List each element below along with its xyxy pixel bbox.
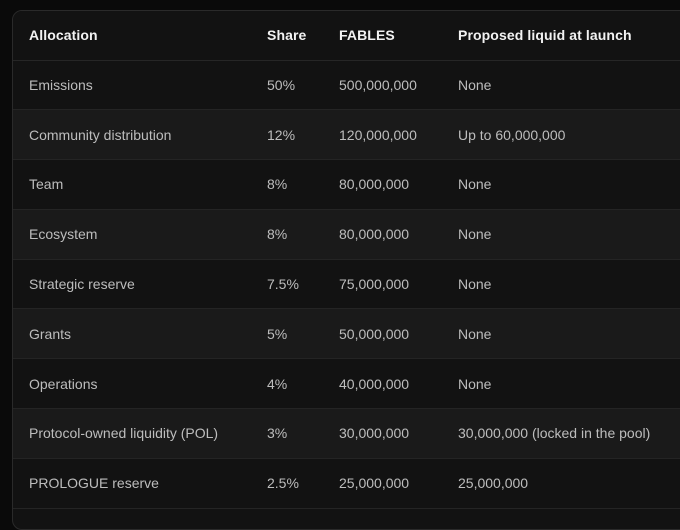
cell-share: 3% <box>267 425 288 442</box>
column-header-fables: FABLES <box>339 27 395 44</box>
cell-fables: 120,000,000 <box>339 126 417 143</box>
cell-share: 12% <box>267 126 296 143</box>
cell-liquid: 25,000,000 <box>458 475 529 492</box>
cell-liquid: None <box>458 226 492 243</box>
cell-liquid: None <box>458 176 492 193</box>
cell-allocation: Grants <box>29 325 72 342</box>
cell-allocation: PROLOGUE reserve <box>29 475 159 492</box>
table-row: Grants 5% 50,000,000 None <box>13 308 680 359</box>
cell-fables: 80,000,000 <box>339 176 410 193</box>
cell-allocation: Protocol-owned liquidity (POL) <box>29 425 219 442</box>
cell-allocation: Team <box>29 176 64 193</box>
cell-share: 8% <box>267 176 288 193</box>
cell-allocation: Strategic reserve <box>29 276 135 293</box>
cell-liquid: None <box>458 375 492 392</box>
cell-liquid: None <box>458 325 492 342</box>
cell-share: 50% <box>267 76 296 93</box>
allocation-table-container: Allocation Share FABLES Proposed liquid … <box>12 10 680 530</box>
cell-fables: 50,000,000 <box>339 325 410 342</box>
cell-fables: 500,000,000 <box>339 76 417 93</box>
table-row: Protocol-owned liquidity (POL) 3% 30,000… <box>13 408 680 459</box>
table-row: Strategic reserve 7.5% 75,000,000 None <box>13 259 680 309</box>
cell-liquid: 30,000,000 (locked in the pool) <box>458 425 651 442</box>
table-body: Emissions 50% 500,000,000 None Community… <box>13 60 680 509</box>
table-row: PROLOGUE reserve 2.5% 25,000,000 25,000,… <box>13 458 680 509</box>
cell-fables: 80,000,000 <box>339 226 410 243</box>
cell-fables: 75,000,000 <box>339 276 410 293</box>
table-row: Team 8% 80,000,000 None <box>13 159 680 210</box>
cell-share: 2.5% <box>267 475 299 492</box>
cell-liquid: None <box>458 76 492 93</box>
cell-allocation: Community distribution <box>29 126 172 143</box>
cell-share: 5% <box>267 325 288 342</box>
cell-fables: 40,000,000 <box>339 375 410 392</box>
cell-share: 8% <box>267 226 288 243</box>
table-row: Emissions 50% 500,000,000 None <box>13 60 680 110</box>
table-header: Allocation Share FABLES Proposed liquid … <box>13 11 680 60</box>
cell-allocation: Ecosystem <box>29 226 98 243</box>
cell-liquid: None <box>458 276 492 293</box>
cell-share: 4% <box>267 375 288 392</box>
table-row: Community distribution 12% 120,000,000 U… <box>13 109 680 160</box>
cell-share: 7.5% <box>267 276 299 293</box>
column-header-liquid-at-launch: Proposed liquid at launch <box>458 27 632 44</box>
cell-fables: 30,000,000 <box>339 425 410 442</box>
cell-allocation: Operations <box>29 375 98 392</box>
table-row: Ecosystem 8% 80,000,000 None <box>13 209 680 260</box>
allocation-table: Allocation Share FABLES Proposed liquid … <box>13 11 680 509</box>
column-header-allocation: Allocation <box>29 27 98 44</box>
cell-liquid: Up to 60,000,000 <box>458 126 566 143</box>
header-row: Allocation Share FABLES Proposed liquid … <box>13 11 680 60</box>
column-header-share: Share <box>267 27 307 44</box>
table-row: Operations 4% 40,000,000 None <box>13 358 680 409</box>
cell-fables: 25,000,000 <box>339 475 410 492</box>
cell-allocation: Emissions <box>29 76 93 93</box>
